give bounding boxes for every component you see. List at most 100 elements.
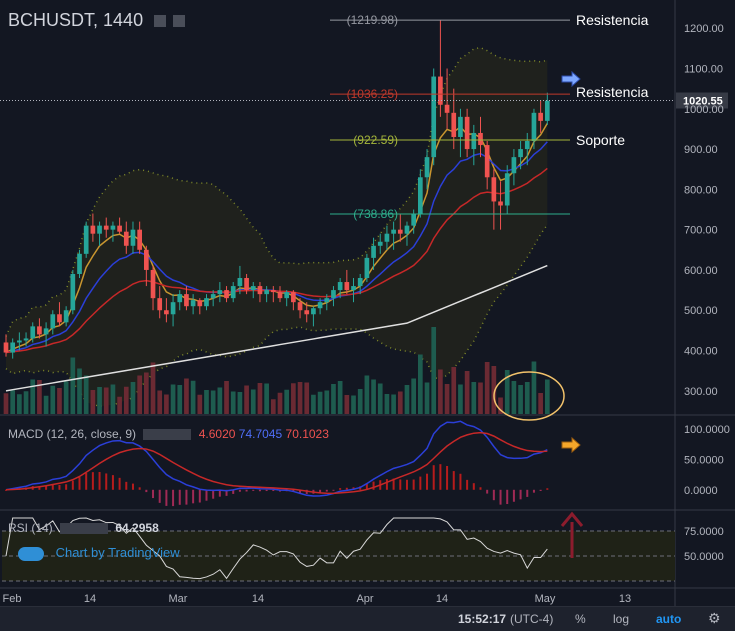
macd-histogram-bar (5, 489, 7, 491)
candle (10, 338, 16, 359)
volume-bar (90, 390, 96, 414)
candle-body (224, 290, 229, 299)
candle-body (257, 286, 263, 295)
macd-histogram-bar (419, 476, 422, 490)
candle (384, 225, 390, 250)
settings-icon[interactable] (154, 15, 167, 28)
candle (431, 68, 437, 166)
price-level-label: (738.86) (353, 207, 398, 221)
candle-body (83, 225, 89, 254)
candle-body (3, 342, 9, 353)
annotation-resistencia_1: Resistencia (576, 12, 649, 28)
candle-body (70, 273, 76, 311)
macd-tick-label: 0.0000 (684, 485, 718, 497)
candle-body (164, 310, 169, 315)
candle (217, 282, 223, 303)
rsi-icons[interactable] (60, 523, 109, 535)
macd-histogram-bar (65, 484, 68, 490)
rsi-legend[interactable]: RSI (14) 64.2958 (8, 521, 159, 535)
candle (391, 221, 396, 250)
chart-canvas[interactable]: (1219.98) (1036.25) (922.59) (738.86) 1020.5… (0, 0, 735, 606)
volume-bar (531, 361, 537, 414)
macd-histogram-bar (479, 487, 482, 490)
candle (83, 221, 89, 258)
gear-icon[interactable] (173, 15, 186, 28)
tradingview-logo[interactable]: Chart by TradingView (18, 545, 180, 561)
macd-histogram-bar (172, 489, 175, 507)
macd-histogram-bar (205, 489, 208, 501)
candle (438, 20, 443, 117)
gear-icon[interactable]: ⚙ (708, 610, 721, 626)
macd-histogram-bar (345, 487, 348, 490)
candle (144, 245, 149, 287)
price-levels[interactable]: (1219.98) (1036.25) (922.59) (738.86) 1020.5… (0, 13, 728, 221)
candle (37, 318, 42, 339)
volume-bar (284, 389, 290, 414)
moving-average-line (5, 167, 548, 354)
annotation-soporte: Soporte (576, 132, 625, 148)
candle-body (351, 286, 356, 291)
price-tick-label: 500.00 (684, 305, 718, 317)
candle-body (190, 300, 196, 307)
macd-legend[interactable]: MACD (12, 26, close, 9) 4.6020 74.7045 7… (8, 427, 329, 441)
candle (157, 286, 163, 319)
clock-time: 15:52:17 (458, 612, 507, 626)
macd-histogram-bar (158, 489, 161, 503)
volume-bar (217, 387, 223, 414)
volume-bar (297, 382, 303, 414)
volume-bar (357, 389, 363, 414)
candle-body (230, 286, 236, 299)
macd-icons[interactable] (143, 429, 192, 441)
candle (137, 221, 142, 254)
volume-bar (197, 394, 203, 414)
price-level-label: (1036.25) (347, 87, 398, 101)
macd-histogram-bar (512, 489, 515, 502)
macd-histogram-bar (452, 471, 455, 490)
candle-body (270, 290, 276, 293)
candle-body (451, 112, 457, 137)
candle-body (244, 278, 249, 291)
candle (404, 221, 410, 246)
candle (297, 298, 303, 319)
x-tick-label: 14 (84, 593, 96, 605)
log-toggle[interactable]: log (613, 612, 630, 626)
macd-histogram-bar (499, 489, 502, 505)
timezone[interactable]: (UTC-4) (510, 612, 554, 626)
volume-bar (50, 385, 56, 414)
candle-body (344, 282, 350, 291)
candle (170, 294, 176, 327)
volume-bar (3, 393, 9, 414)
candle-body (411, 213, 416, 226)
candle (478, 116, 483, 158)
volume-bar (424, 382, 430, 414)
candles[interactable] (3, 20, 550, 359)
volume-bar (264, 383, 269, 414)
macd-histogram-bar (218, 489, 221, 497)
candle-body (418, 177, 423, 214)
macd-tick-label: 100.0000 (684, 424, 730, 436)
candle (377, 233, 383, 254)
macd-histogram-bar (178, 489, 181, 505)
volume-bar (110, 384, 116, 414)
axes: 1200.00 1100.00 1000.00 900.00 800.00 700.00 6… (3, 23, 730, 605)
volume-bar (384, 394, 390, 414)
volume-bar (170, 384, 176, 414)
candle (291, 290, 296, 311)
candle-body (110, 225, 116, 230)
volume-bar (30, 379, 36, 414)
macd-histogram-bar (519, 489, 522, 500)
rsi-tick-label: 75.0000 (684, 526, 724, 538)
volume-bar (117, 396, 122, 414)
macd-histogram-bar (38, 486, 41, 490)
macd-histogram-bar (265, 489, 268, 492)
percent-toggle[interactable]: % (575, 612, 586, 626)
candle (331, 286, 336, 307)
macd-histogram-bar (472, 483, 475, 490)
macd-label: MACD (12, 26, close, 9) (8, 427, 137, 441)
auto-toggle[interactable]: auto (656, 612, 682, 626)
macd-histogram-bar (98, 471, 101, 490)
volume-bar (43, 395, 49, 414)
moving-averages (5, 123, 548, 392)
price-tick-label: 600.00 (684, 265, 718, 277)
volume-bar (498, 397, 503, 414)
